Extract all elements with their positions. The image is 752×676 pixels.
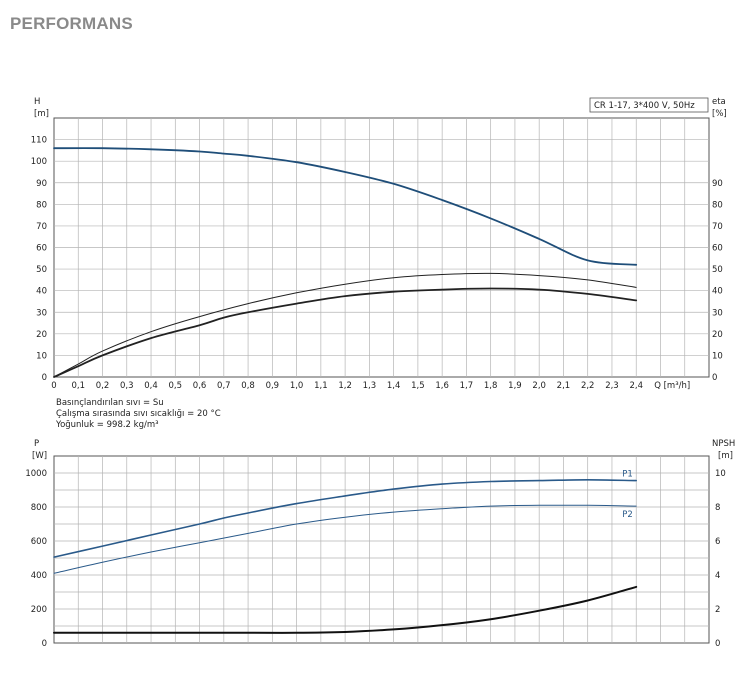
eta-axis-tick-label: 70 (712, 222, 723, 232)
bottom-plot-frame (53, 455, 710, 644)
h-axis-tick-label: 20 (36, 330, 47, 340)
q-axis-tick-label: 0,4 (144, 381, 158, 391)
q-axis-tick-label: 0,5 (169, 381, 183, 391)
eta-axis-name: eta (712, 97, 726, 107)
chart-curves (53, 147, 638, 634)
q-axis-tick-label: 2,3 (605, 381, 619, 391)
q-axis-tick-label: 0,6 (193, 381, 207, 391)
npsh-axis-tick-label: 10 (715, 469, 726, 479)
npsh-axis-tick-label: 2 (715, 605, 720, 615)
h-axis-name: H (34, 97, 40, 107)
p2-power-curve (53, 504, 637, 574)
q-axis-tick-label: 1,4 (387, 381, 401, 391)
q-axis-tick-label: 0,2 (96, 381, 110, 391)
q-axis-tick-label: 1,5 (411, 381, 425, 391)
eta-axis-tick-label: 80 (712, 200, 723, 210)
page-title: PERFORMANS (10, 14, 133, 33)
p-axis-unit: [W] (32, 451, 47, 461)
p-axis-tick-label: 800 (31, 503, 47, 513)
npsh-axis-unit: [m] (718, 451, 733, 461)
p1-power-curve (53, 478, 637, 558)
eta-axis-tick-label: 50 (712, 265, 723, 275)
npsh-curve (53, 585, 638, 634)
h-axis-tick-label: 80 (36, 200, 47, 210)
efficiency-curve-lower (53, 287, 638, 378)
npsh-axis-name: NPSH (712, 439, 735, 449)
eta-axis-tick-label: 0 (712, 373, 717, 383)
eta-axis-tick-label: 60 (712, 244, 723, 254)
q-axis-tick-label: 0,3 (120, 381, 134, 391)
h-axis-tick-label: 110 (31, 136, 47, 146)
npsh-axis-tick-label: 6 (715, 537, 720, 547)
p2-label: P2 (622, 510, 633, 520)
bottom-chart-grid (53, 455, 710, 644)
h-axis-tick-label: 70 (36, 222, 47, 232)
h-axis-tick-label: 60 (36, 244, 47, 254)
h-axis-tick-label: 50 (36, 265, 47, 275)
eta-axis-unit: [%] (712, 109, 727, 119)
fluid-note-3: Yoğunluk = 998.2 kg/m³ (55, 420, 159, 430)
eta-axis-tick-label: 40 (712, 287, 723, 297)
fluid-note-1: Basınçlandırılan sıvı = Su (56, 398, 164, 408)
q-axis-tick-label: 1,9 (508, 381, 522, 391)
q-axis-tick-label: 2,0 (532, 381, 546, 391)
h-axis-tick-label: 0 (42, 373, 47, 383)
q-axis-tick-label: 0,7 (217, 381, 231, 391)
q-axis-tick-label: 1,8 (484, 381, 498, 391)
q-axis-tick-label: 1,7 (460, 381, 474, 391)
chart-labels: 0102030405060708090100110010203040506070… (25, 97, 735, 649)
q-axis-label: Q [m³/h] (654, 381, 690, 391)
p-axis-tick-label: 400 (31, 571, 47, 581)
p-axis-tick-label: 0 (42, 639, 47, 649)
p-axis-name: P (34, 439, 39, 449)
p1-label: P1 (622, 470, 633, 480)
q-axis-tick-label: 1,0 (290, 381, 304, 391)
npsh-axis-tick-label: 0 (715, 639, 720, 649)
efficiency-curve-upper (53, 272, 637, 378)
top-chart-grid (53, 117, 710, 378)
q-axis-tick-label: 0,1 (71, 381, 85, 391)
h-axis-tick-label: 100 (31, 157, 47, 167)
q-axis-tick-label: 1,6 (435, 381, 449, 391)
p-axis-tick-label: 200 (31, 605, 47, 615)
npsh-axis-tick-label: 8 (715, 503, 720, 513)
q-axis-tick-label: 1,2 (338, 381, 352, 391)
legend-box (589, 97, 709, 113)
h-axis-unit: [m] (34, 109, 49, 119)
head-curve (53, 147, 638, 266)
eta-axis-tick-label: 90 (712, 179, 723, 189)
eta-axis-tick-label: 20 (712, 330, 723, 340)
q-axis-tick-label: 0,8 (241, 381, 255, 391)
q-axis-tick-label: 0 (51, 381, 56, 391)
eta-axis-tick-label: 30 (712, 308, 723, 318)
h-axis-tick-label: 30 (36, 308, 47, 318)
q-axis-tick-label: 0,9 (266, 381, 280, 391)
p-axis-tick-label: 1000 (25, 469, 47, 479)
legend-box-text: CR 1-17, 3*400 V, 50Hz (594, 101, 695, 111)
h-axis-tick-label: 10 (36, 351, 47, 361)
p-axis-tick-label: 600 (31, 537, 47, 547)
fluid-note-2: Çalışma sırasında sıvı sıcaklığı = 20 °C (56, 409, 221, 419)
npsh-axis-tick-label: 4 (715, 571, 720, 581)
q-axis-tick-label: 1,1 (314, 381, 328, 391)
q-axis-tick-label: 1,3 (363, 381, 377, 391)
q-axis-tick-label: 2,4 (629, 381, 643, 391)
h-axis-tick-label: 40 (36, 287, 47, 297)
h-axis-tick-label: 90 (36, 179, 47, 189)
q-axis-tick-label: 2,2 (581, 381, 595, 391)
eta-axis-tick-label: 10 (712, 351, 723, 361)
q-axis-tick-label: 2,1 (557, 381, 571, 391)
